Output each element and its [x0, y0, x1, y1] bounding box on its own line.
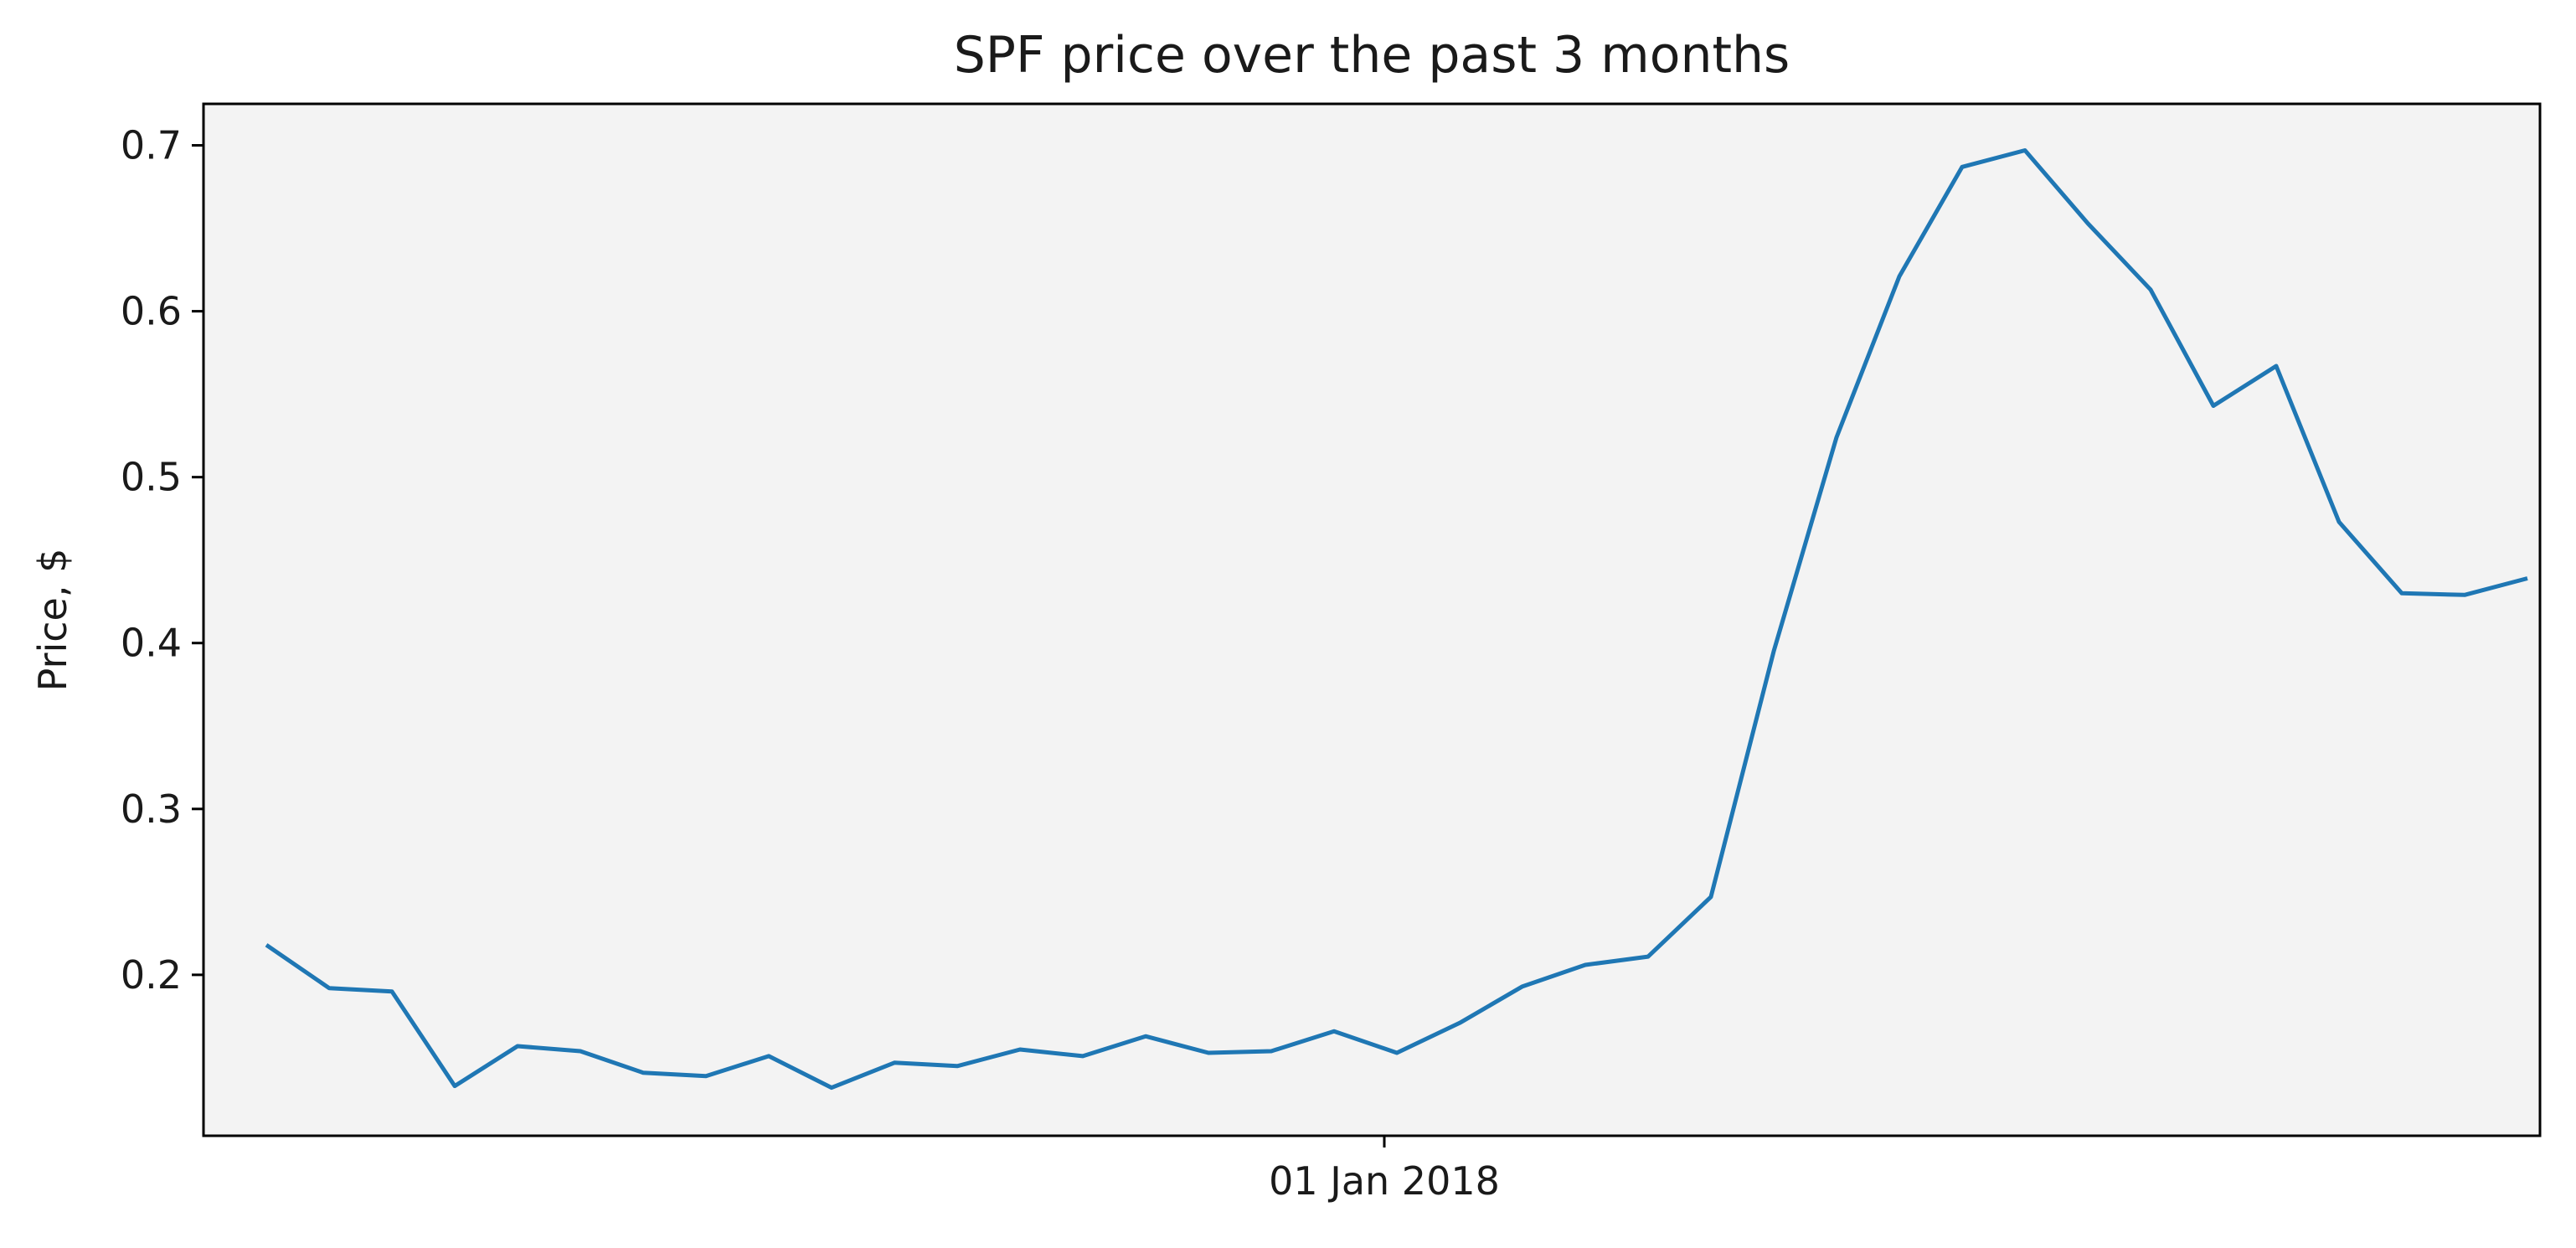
y-axis: 0.2 0.3 0.4 0.5 0.6 0.7	[121, 123, 204, 998]
y-tick-label: 0.4	[121, 621, 182, 666]
x-axis: 01 Jan 2018	[1269, 1136, 1500, 1204]
y-tick-label: 0.2	[121, 952, 182, 998]
x-tick-label: 01 Jan 2018	[1269, 1158, 1500, 1204]
y-tick-label: 0.6	[121, 289, 182, 334]
y-tick-label: 0.7	[121, 123, 182, 168]
y-tick-label: 0.5	[121, 455, 182, 500]
chart-title: SPF price over the past 3 months	[954, 26, 1790, 85]
y-axis-label: Price, $	[30, 549, 75, 692]
y-tick-label: 0.3	[121, 786, 182, 832]
series-layer	[265, 148, 2528, 1091]
plot-area	[204, 104, 2540, 1136]
plot-frame	[202, 102, 2542, 1137]
